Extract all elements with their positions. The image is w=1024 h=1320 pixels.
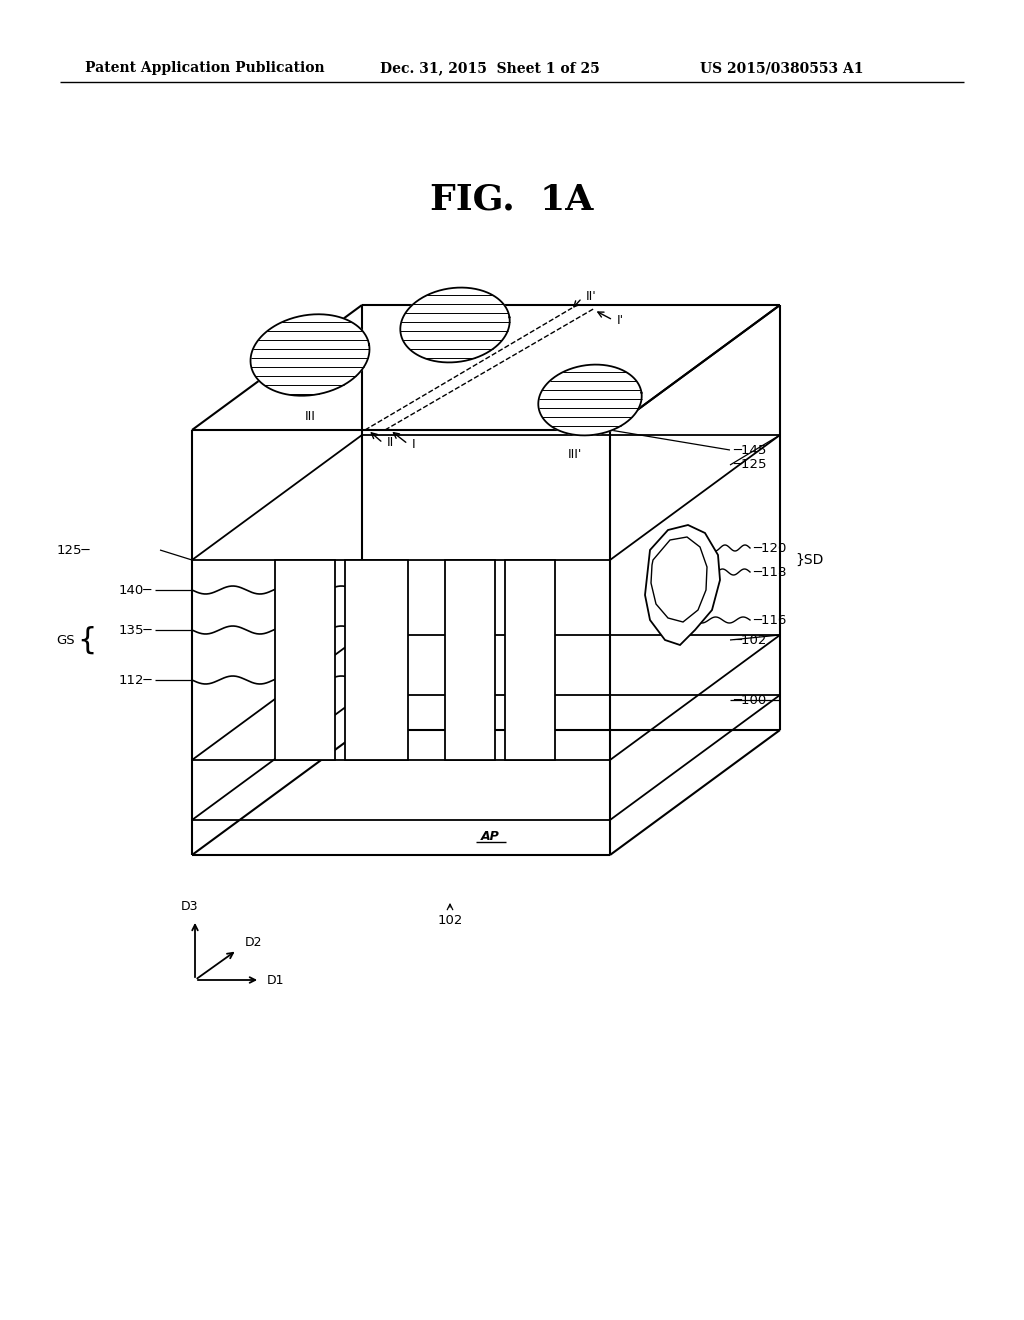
- Text: {: {: [77, 626, 96, 655]
- Text: D2: D2: [245, 936, 262, 949]
- Text: ─120: ─120: [753, 541, 786, 554]
- Polygon shape: [400, 288, 510, 363]
- Polygon shape: [505, 560, 555, 760]
- Text: II: II: [387, 437, 394, 450]
- Text: 140─: 140─: [119, 583, 152, 597]
- Text: Dec. 31, 2015  Sheet 1 of 25: Dec. 31, 2015 Sheet 1 of 25: [380, 61, 600, 75]
- Text: III': III': [568, 447, 583, 461]
- Text: FIG.  1A: FIG. 1A: [430, 183, 594, 216]
- Polygon shape: [275, 560, 335, 760]
- Text: ─118: ─118: [753, 565, 786, 578]
- Polygon shape: [445, 560, 495, 760]
- Text: }SD: }SD: [795, 553, 823, 568]
- Text: US 2015/0380553 A1: US 2015/0380553 A1: [700, 61, 863, 75]
- Text: II': II': [586, 289, 597, 302]
- Text: III: III: [304, 411, 315, 422]
- Polygon shape: [251, 314, 370, 396]
- Text: 102: 102: [437, 913, 463, 927]
- Text: I: I: [412, 437, 416, 450]
- Text: 135─: 135─: [119, 623, 152, 636]
- Polygon shape: [345, 560, 408, 760]
- Polygon shape: [645, 525, 720, 645]
- Polygon shape: [651, 537, 707, 622]
- Polygon shape: [539, 364, 642, 436]
- Text: I': I': [617, 314, 624, 326]
- Text: 125─: 125─: [56, 544, 90, 557]
- Text: ─100: ─100: [733, 693, 766, 706]
- Text: ─102: ─102: [733, 634, 766, 647]
- Text: GS: GS: [56, 634, 75, 647]
- Text: ─125: ─125: [733, 458, 767, 471]
- Text: ─116: ─116: [753, 614, 786, 627]
- Text: 112─: 112─: [119, 673, 152, 686]
- Text: ─145: ─145: [733, 444, 766, 457]
- Text: D1: D1: [267, 974, 285, 986]
- Text: D3: D3: [181, 900, 199, 913]
- Text: AP: AP: [480, 830, 500, 843]
- Text: Patent Application Publication: Patent Application Publication: [85, 61, 325, 75]
